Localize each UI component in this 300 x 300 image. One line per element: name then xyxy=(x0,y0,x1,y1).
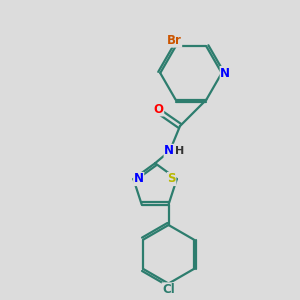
Text: N: N xyxy=(164,144,174,158)
Text: S: S xyxy=(167,172,176,185)
Text: N: N xyxy=(134,172,144,185)
Text: Br: Br xyxy=(167,34,182,47)
Text: Cl: Cl xyxy=(162,283,175,296)
Text: H: H xyxy=(175,146,184,156)
Text: O: O xyxy=(154,103,164,116)
Text: N: N xyxy=(220,67,230,80)
